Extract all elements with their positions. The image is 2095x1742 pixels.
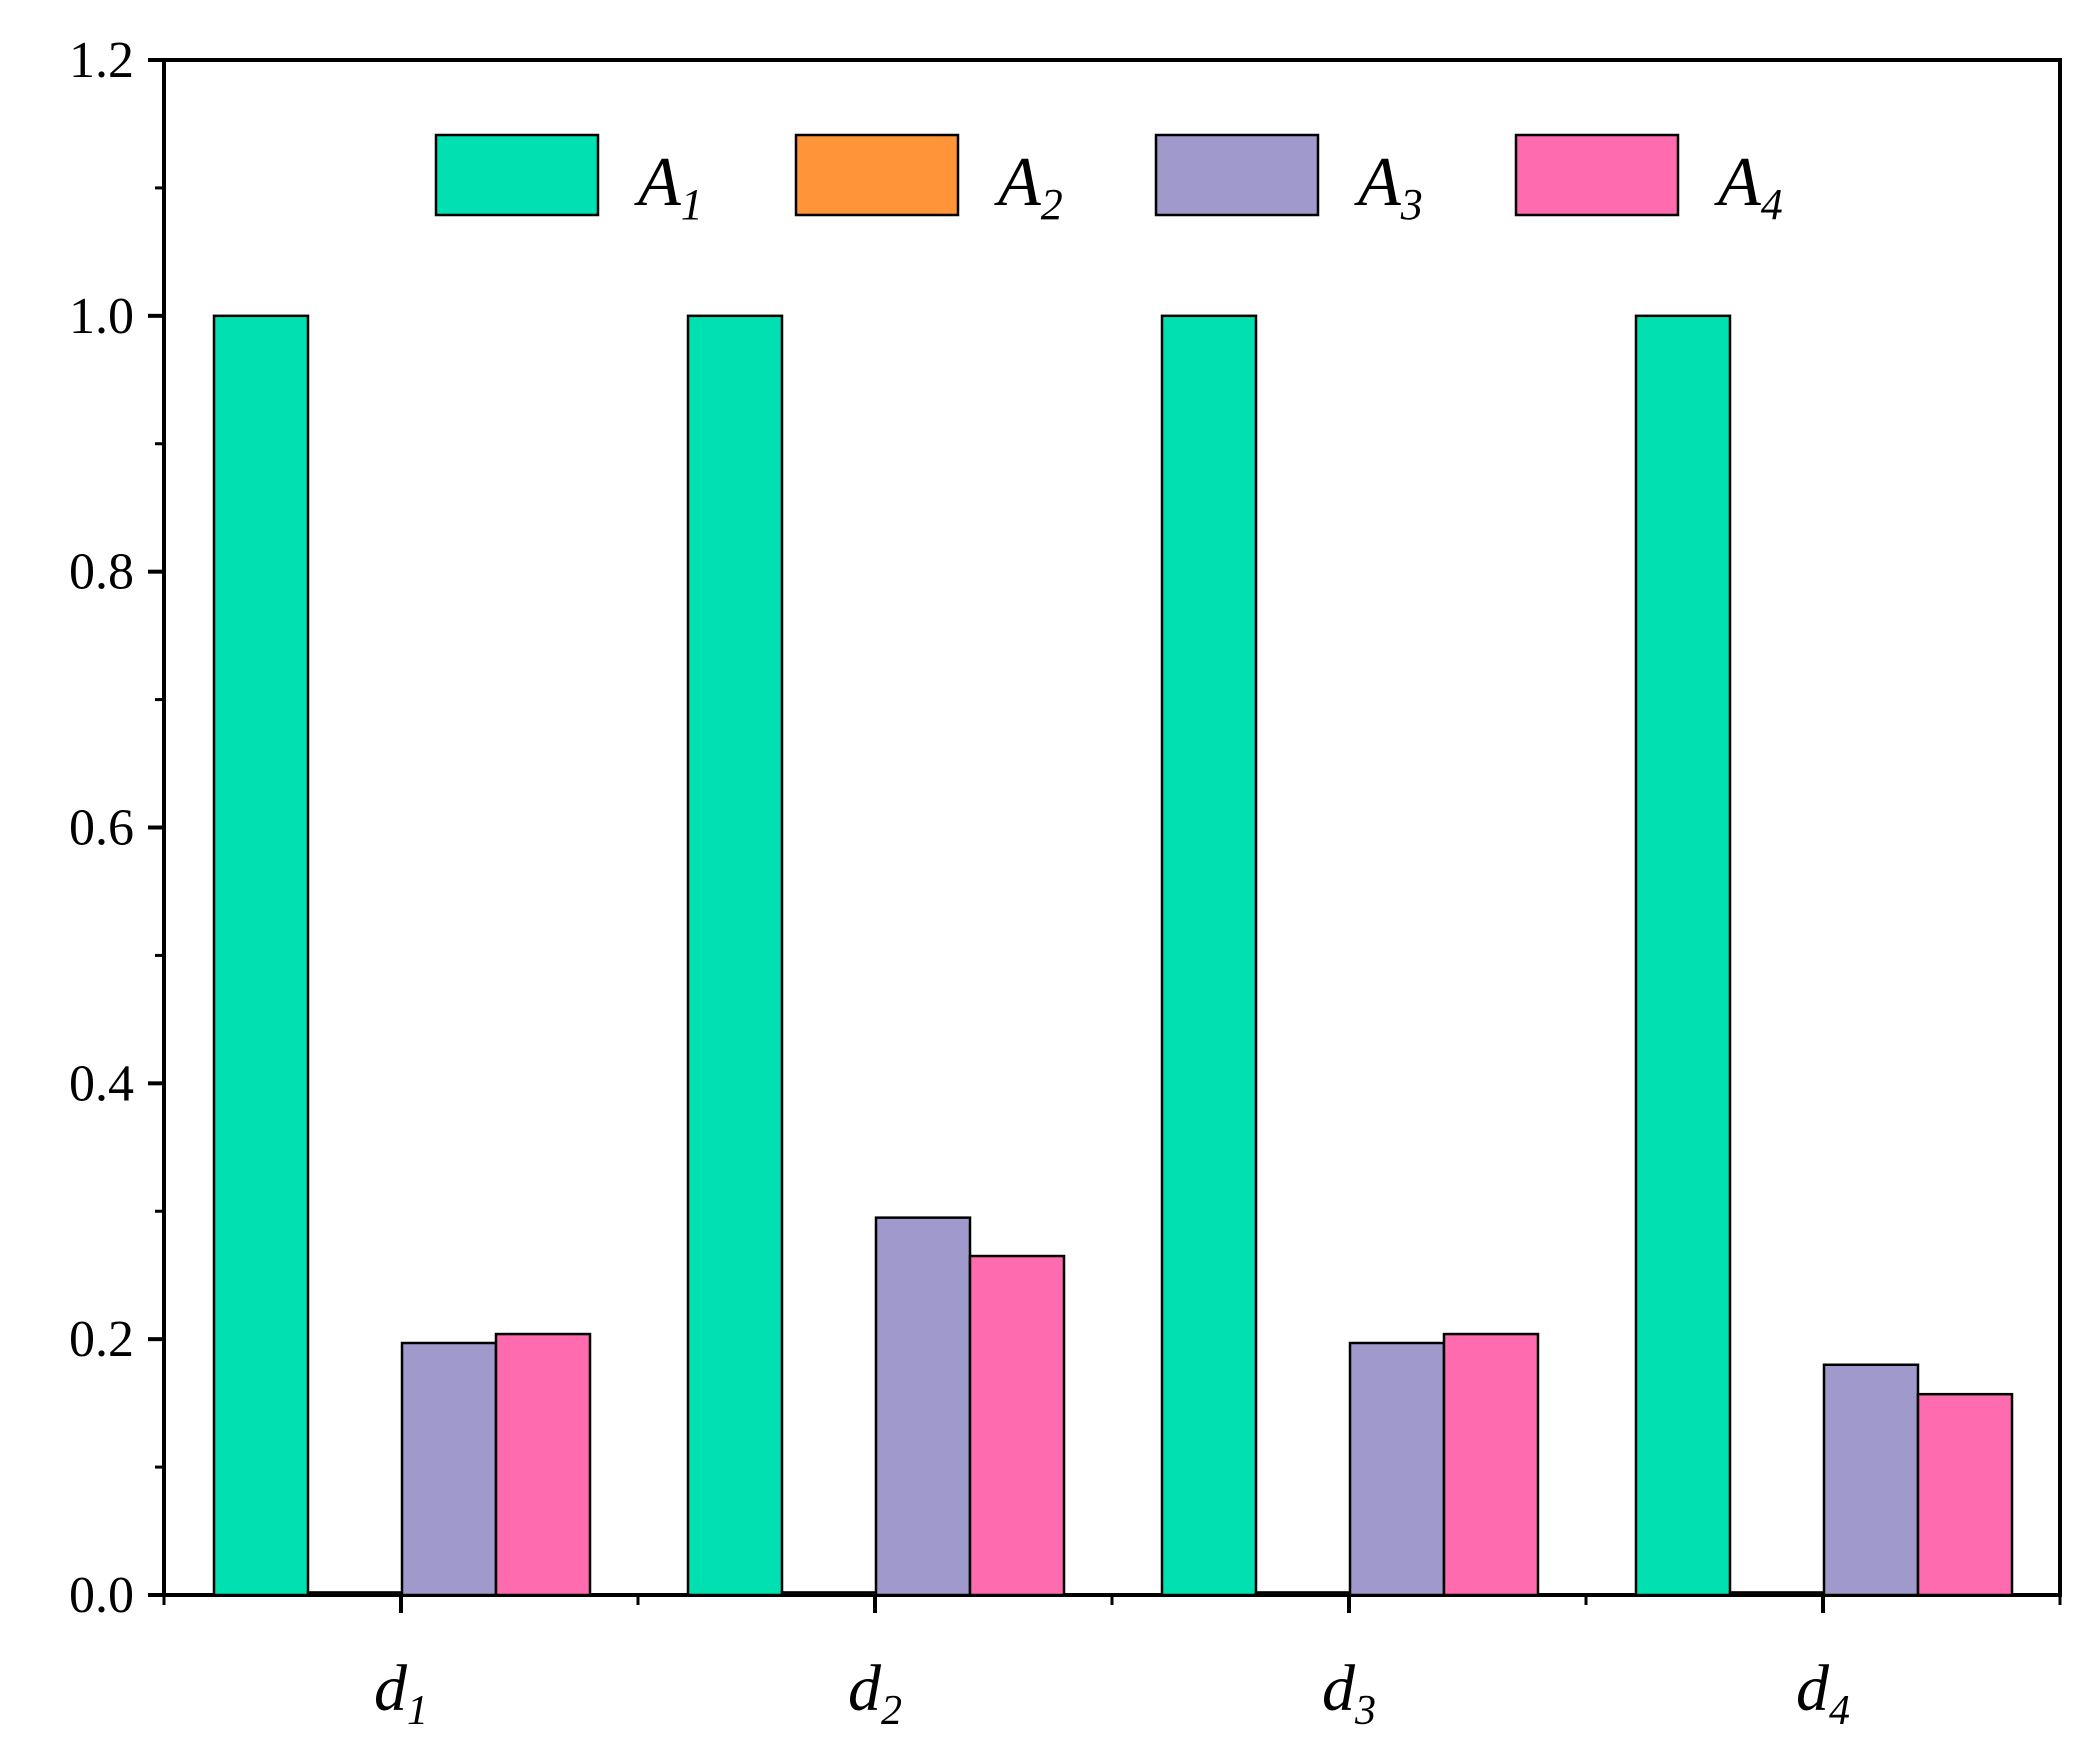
bar-A1-d1 [212,314,310,1597]
x-tick-label-subscript: 4 [1829,1688,1850,1734]
y-tick-label: 0.8 [69,544,134,601]
legend-swatch-A2 [794,133,960,217]
x-tick-label: d4 [1796,1652,1850,1734]
bar-A4-d3 [1442,1332,1540,1597]
x-tick-label-subscript: 1 [407,1688,428,1734]
bar-A2-d4 [1728,1591,1826,1597]
bar-A2-d2 [780,1591,878,1597]
y-tick-label: 0.4 [69,1055,134,1112]
legend-label-A1: A1 [634,144,703,229]
bar-A4-d4 [1916,1392,2014,1597]
bar-A3-d2 [874,1216,972,1597]
legend-label-subscript: 1 [681,180,703,229]
x-tick-label: d1 [374,1652,428,1734]
legend-label-A2: A2 [994,144,1063,229]
x-tick-label-symbol: d [848,1652,882,1725]
bar-A4-d2 [968,1254,1066,1597]
y-tick-label: 1.0 [69,288,134,345]
x-tick-label: d3 [1322,1652,1376,1734]
bar-A2-d1 [306,1591,404,1597]
bar-A3-d3 [1348,1341,1446,1597]
axes-group: 0.00.20.40.60.81.01.2d1 d2 d3 d4 [69,32,2062,1734]
y-tick-label: 1.2 [69,32,134,89]
legend-swatch-A3 [1154,133,1320,217]
bar-A3-d1 [400,1341,498,1597]
legend-label-A4: A4 [1714,144,1783,229]
legend-swatch-A4 [1514,133,1680,217]
legend-label-subscript: 3 [1400,180,1423,229]
x-tick-label-symbol: d [1322,1652,1356,1725]
bar-A4-d1 [494,1332,592,1597]
x-tick-label-subscript: 3 [1354,1688,1376,1734]
legend-swatch-A1 [434,133,600,217]
legend-label-symbol: A [634,144,681,221]
y-tick-label: 0.2 [69,1311,134,1368]
bar-A3-d4 [1822,1363,1920,1597]
bar-A1-d2 [686,314,784,1597]
x-tick-label: d2 [848,1652,902,1734]
bar-A1-d3 [1160,314,1258,1597]
bar-A2-d3 [1254,1591,1352,1597]
x-tick-label-symbol: d [374,1652,408,1725]
bars-group [212,314,2014,1597]
legend-label-subscript: 2 [1041,180,1063,229]
bar-A1-d4 [1634,314,1732,1597]
legend-label-symbol: A [994,144,1041,221]
legend-label-A3: A3 [1354,144,1423,229]
legend-label-subscript: 4 [1761,180,1783,229]
x-tick-label-subscript: 2 [881,1688,902,1734]
y-tick-label: 0.6 [69,800,134,857]
y-tick-label: 0.0 [69,1567,134,1624]
x-tick-label-symbol: d [1796,1652,1830,1725]
legend: A1 A2 A3 A4 [434,133,1783,229]
legend-label-symbol: A [1714,144,1761,221]
legend-label-symbol: A [1354,144,1401,221]
